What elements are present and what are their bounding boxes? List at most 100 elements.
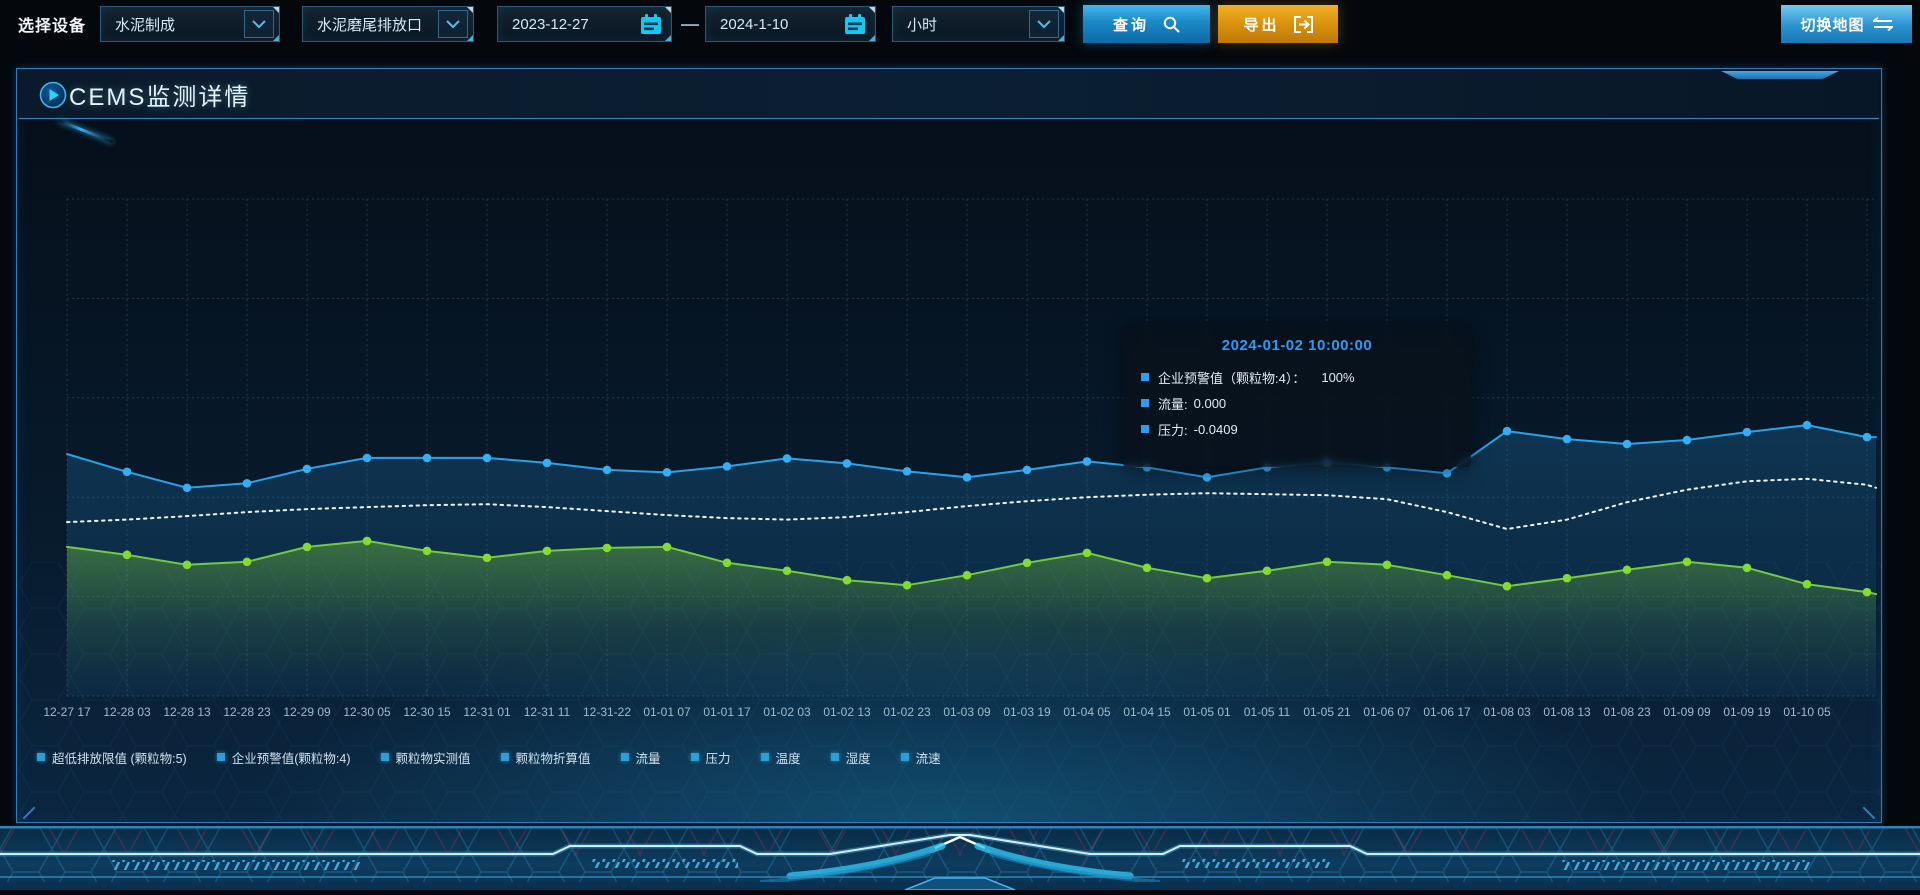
tooltip-row-value: 100% (1321, 369, 1355, 385)
x-axis-label: 01-04 15 (1123, 705, 1171, 719)
calendar-icon[interactable] (842, 12, 868, 38)
series-企业预警值(颗粒物:4) (66, 477, 1877, 530)
x-axis-label: 01-09 09 (1663, 705, 1711, 719)
cems-monitor-panel: CEMS监测详情 12-27 17 12-28 03 12-28 13 12-28 2… (16, 68, 1882, 823)
x-axis-label: 12-29 09 (283, 705, 331, 719)
tooltip-timestamp: 2024-01-02 10:00:00 (1221, 337, 1373, 354)
query-button[interactable]: 查询 (1083, 5, 1210, 43)
tooltip-row: 流量: 0.000 (1141, 390, 1453, 416)
x-axis-label: 01-02 13 (823, 705, 871, 719)
legend-item-label: 流速 (915, 751, 941, 766)
chevron-down-icon[interactable] (1029, 10, 1059, 38)
x-axis-label: 01-10 05 (1783, 705, 1831, 719)
start-date-input[interactable]: 2023-12-27 (497, 6, 672, 42)
top-toolbar: 选择设备 水泥制成 水泥磨尾排放口 2023-12-27 — 2024-1-10 (0, 0, 1920, 48)
x-axis-label: 01-02 03 (763, 705, 811, 719)
chart-tooltip: 2024-01-02 10:00:00 企业预警值（颗粒物:4）： 100% 流量:… (1123, 323, 1471, 467)
x-axis-label: 01-08 23 (1603, 705, 1651, 719)
calendar-icon[interactable] (638, 12, 664, 38)
device-select[interactable]: 水泥制成 (100, 6, 280, 42)
export-button[interactable]: 导出 (1218, 5, 1338, 43)
legend-item[interactable]: 湿度 (830, 748, 871, 767)
legend-item[interactable]: 超低排放限值 (颗粒物:5) (37, 748, 187, 767)
legend-marker-icon (500, 753, 509, 761)
legend-item-label: 压力 (705, 751, 731, 766)
x-axis-label: 12-31-22 (583, 705, 631, 719)
panel-header: CEMS监测详情 (19, 71, 1879, 119)
x-axis-label: 12-27 17 (43, 705, 91, 719)
export-button-label: 导出 (1243, 16, 1280, 34)
header-notch-decoration (1721, 71, 1839, 79)
chart-canvas[interactable]: 12-27 17 12-28 03 12-28 13 12-28 23 12-29 09… (17, 119, 1883, 739)
footer-decoration (0, 826, 1920, 891)
legend-marker-icon (900, 753, 909, 761)
legend-item-label: 颗粒物实测值 (395, 751, 471, 766)
start-date-value: 2023-12-27 (512, 15, 589, 33)
tooltip-row-label: 流量: (1158, 396, 1188, 412)
legend-item[interactable]: 流量 (620, 748, 661, 767)
legend-item[interactable]: 流速 (900, 748, 941, 767)
tooltip-rows: 企业预警值（颗粒物:4）： 100% 流量: 0.000 压力: -0.0409 (1141, 364, 1453, 442)
date-range-separator: — (681, 13, 699, 34)
legend-item-label: 温度 (775, 751, 801, 766)
x-axis-label: 01-02 23 (883, 705, 931, 719)
x-axis-label: 12-28 03 (103, 705, 151, 719)
x-axis-label: 01-05 01 (1183, 705, 1231, 719)
x-axis-label: 01-09 19 (1723, 705, 1771, 719)
legend-item[interactable]: 颗粒物折算值 (500, 748, 591, 767)
end-date-input[interactable]: 2024-1-10 (705, 6, 876, 42)
legend-item[interactable]: 温度 (760, 748, 801, 767)
x-axis-label: 12-30 05 (343, 705, 391, 719)
x-axis-label: 01-03 09 (943, 705, 991, 719)
switch-map-button[interactable]: 切换地图 (1781, 5, 1912, 43)
legend-marker-icon (690, 753, 699, 761)
tooltip-row: 压力: -0.0409 (1141, 416, 1453, 442)
x-axis-label: 12-30 15 (403, 705, 451, 719)
play-icon (39, 81, 67, 109)
x-axis-label: 01-08 13 (1543, 705, 1591, 719)
query-button-label: 查询 (1112, 16, 1149, 34)
interval-select[interactable]: 小时 (892, 6, 1065, 42)
legend-item[interactable]: 企业预警值(颗粒物:4) (216, 748, 351, 767)
legend-item-label: 企业预警值(颗粒物:4) (231, 751, 351, 766)
tooltip-row-label: 企业预警值（颗粒物:4）： (1158, 370, 1306, 386)
x-axis-label: 01-08 03 (1483, 705, 1531, 719)
outlet-select[interactable]: 水泥磨尾排放口 (302, 6, 474, 42)
chart-legend: 超低排放限值 (颗粒物:5) 企业预警值(颗粒物:4) 颗粒物实测值 颗粒物折算值 流量… (37, 747, 941, 767)
end-date-value: 2024-1-10 (720, 15, 789, 33)
switch-map-button-label: 切换地图 (1800, 16, 1865, 34)
x-axis-label: 01-06 17 (1423, 705, 1471, 719)
tooltip-row: 企业预警值（颗粒物:4）： 100% (1141, 364, 1453, 390)
x-axis-label: 12-28 13 (163, 705, 211, 719)
legend-marker-icon (37, 753, 45, 761)
swap-arrows-icon (1872, 17, 1893, 31)
legend-item-label: 流量 (635, 751, 661, 766)
tooltip-series-marker-icon (1141, 399, 1149, 407)
x-axis-label: 12-28 23 (223, 705, 271, 719)
cems-chart[interactable]: 12-27 17 12-28 03 12-28 13 12-28 23 12-29 09… (17, 119, 1883, 824)
device-select-value: 水泥制成 (115, 16, 176, 34)
export-icon (1293, 15, 1313, 33)
x-axis-label: 01-06 07 (1363, 705, 1411, 719)
x-axis-label: 01-05 21 (1303, 705, 1351, 719)
x-axis-label: 01-01 17 (703, 705, 751, 719)
x-axis-label: 01-03 19 (1003, 705, 1051, 719)
legend-item[interactable]: 颗粒物实测值 (380, 748, 471, 767)
legend-item-label: 湿度 (845, 751, 871, 766)
legend-item[interactable]: 压力 (690, 748, 731, 767)
tooltip-series-marker-icon (1141, 425, 1149, 433)
outlet-select-value: 水泥磨尾排放口 (317, 16, 423, 34)
panel-title: CEMS监测详情 (69, 84, 251, 111)
x-axis-label: 12-31 01 (463, 705, 511, 719)
tooltip-row-value: 0.000 (1193, 395, 1227, 411)
x-axis-label: 12-31 11 (524, 705, 571, 719)
x-axis-label: 01-04 05 (1063, 705, 1111, 719)
x-axis-labels: 12-27 17 12-28 03 12-28 13 12-28 23 12-29 09… (43, 705, 1831, 719)
chevron-down-icon[interactable] (244, 10, 274, 38)
x-axis-label: 01-01 07 (643, 705, 691, 719)
tooltip-row-label: 压力: (1158, 422, 1188, 438)
chevron-down-icon[interactable] (438, 10, 468, 38)
legend-marker-icon (830, 753, 839, 761)
legend-item-label: 颗粒物折算值 (515, 751, 591, 766)
